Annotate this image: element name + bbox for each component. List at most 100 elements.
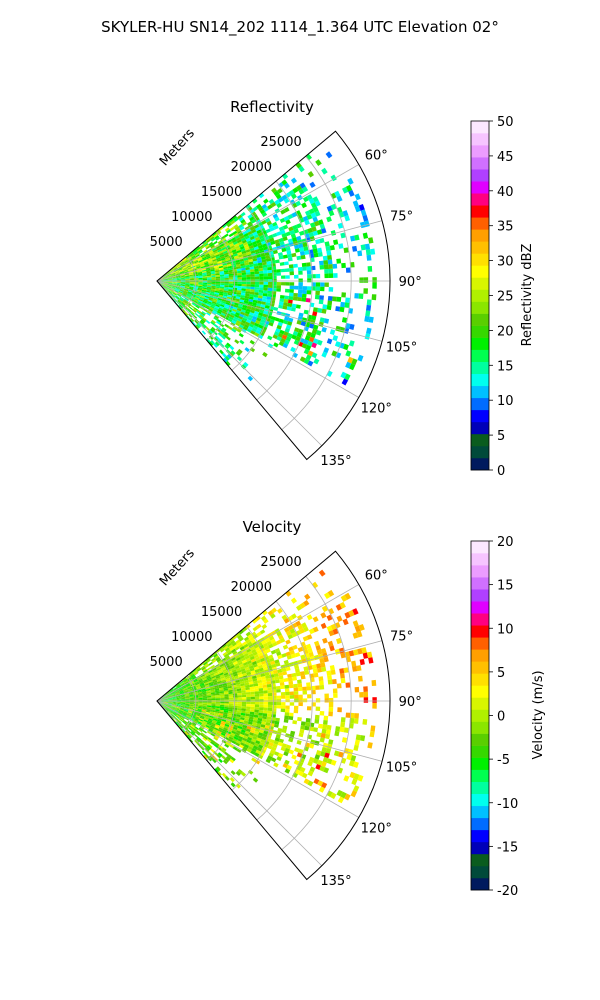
field-cell	[209, 305, 215, 309]
field-cell	[257, 259, 263, 264]
field-cell	[256, 737, 262, 742]
field-cell	[221, 299, 227, 302]
field-cell	[188, 710, 193, 713]
field-cell	[193, 709, 198, 711]
field-cell	[185, 699, 190, 701]
field-cell	[302, 286, 308, 291]
field-cell	[193, 728, 198, 732]
field-cell	[314, 294, 320, 300]
field-cell	[223, 292, 228, 295]
field-cell	[283, 331, 289, 337]
field-cell	[250, 750, 256, 755]
field-cell	[272, 705, 277, 709]
field-cell	[274, 676, 280, 681]
colorbar-segment	[471, 337, 489, 350]
field-cell	[167, 275, 172, 278]
field-cell	[224, 674, 230, 678]
field-cell	[305, 721, 311, 727]
field-cell	[262, 313, 268, 318]
colorbar-segment	[471, 709, 489, 722]
field-cell	[206, 692, 212, 695]
field-cell	[209, 251, 214, 255]
field-cell	[205, 746, 210, 751]
field-cell	[276, 705, 281, 709]
field-cell	[236, 730, 241, 734]
field-cell	[172, 703, 177, 705]
field-cell	[198, 275, 203, 277]
field-cell	[170, 707, 175, 710]
field-cell	[241, 739, 247, 744]
field-cell	[273, 740, 279, 745]
field-cell	[249, 714, 255, 718]
field-cell	[237, 270, 242, 274]
field-cell	[326, 205, 333, 212]
field-cell	[287, 673, 293, 678]
field-cell	[247, 745, 253, 751]
field-cell	[220, 284, 225, 287]
field-cell	[233, 304, 239, 308]
field-cell	[196, 737, 201, 742]
field-cell	[315, 273, 321, 279]
field-cell	[204, 681, 209, 685]
field-cell	[265, 678, 271, 682]
field-cell	[241, 319, 247, 324]
field-cell	[300, 654, 306, 660]
field-cell	[210, 244, 215, 249]
field-cell	[330, 669, 336, 675]
field-cell	[219, 304, 225, 308]
field-cell	[221, 679, 227, 683]
field-cell	[237, 738, 243, 743]
field-cell	[304, 593, 311, 600]
field-cell	[271, 746, 277, 752]
field-cell	[259, 309, 264, 314]
field-cell	[266, 640, 272, 646]
field-cell	[176, 264, 181, 268]
field-cell	[359, 658, 365, 666]
field-cell	[233, 283, 238, 286]
field-cell	[313, 672, 319, 678]
field-cell	[208, 681, 214, 685]
field-cell	[213, 653, 218, 658]
field-cell	[256, 229, 262, 235]
field-cell	[159, 700, 164, 701]
field-cell	[247, 634, 253, 639]
field-cell	[214, 292, 220, 295]
field-cell	[276, 336, 282, 342]
field-cell	[199, 681, 204, 684]
colorbar-segment	[471, 769, 489, 782]
field-cell	[252, 745, 259, 750]
field-cell	[159, 701, 164, 702]
field-cell	[172, 283, 177, 286]
field-cell	[189, 738, 194, 743]
field-cell	[225, 349, 231, 354]
field-cell	[275, 639, 282, 645]
field-cell	[266, 719, 271, 723]
field-cell	[207, 299, 213, 303]
field-cell	[194, 312, 200, 317]
field-cell	[171, 274, 176, 277]
field-cell	[253, 685, 259, 690]
field-cell	[195, 254, 200, 258]
field-cell	[169, 689, 174, 693]
field-cell	[225, 245, 231, 249]
field-cell	[362, 719, 368, 725]
field-cell	[183, 269, 188, 272]
field-cell	[321, 747, 327, 753]
field-cell	[192, 668, 197, 673]
field-cell	[162, 694, 167, 698]
field-cell	[211, 696, 216, 699]
field-cell	[214, 290, 220, 294]
field-cell	[282, 725, 288, 730]
field-cell	[210, 254, 215, 258]
field-cell	[248, 298, 254, 303]
field-cell	[322, 756, 329, 763]
field-cell	[233, 224, 239, 229]
field-cell	[187, 711, 193, 714]
field-cell	[287, 257, 293, 262]
field-cell	[163, 701, 168, 703]
field-cell	[186, 729, 191, 733]
field-cell	[266, 716, 272, 720]
field-cell	[224, 696, 229, 699]
field-cell	[344, 611, 351, 619]
field-cell	[261, 219, 267, 225]
